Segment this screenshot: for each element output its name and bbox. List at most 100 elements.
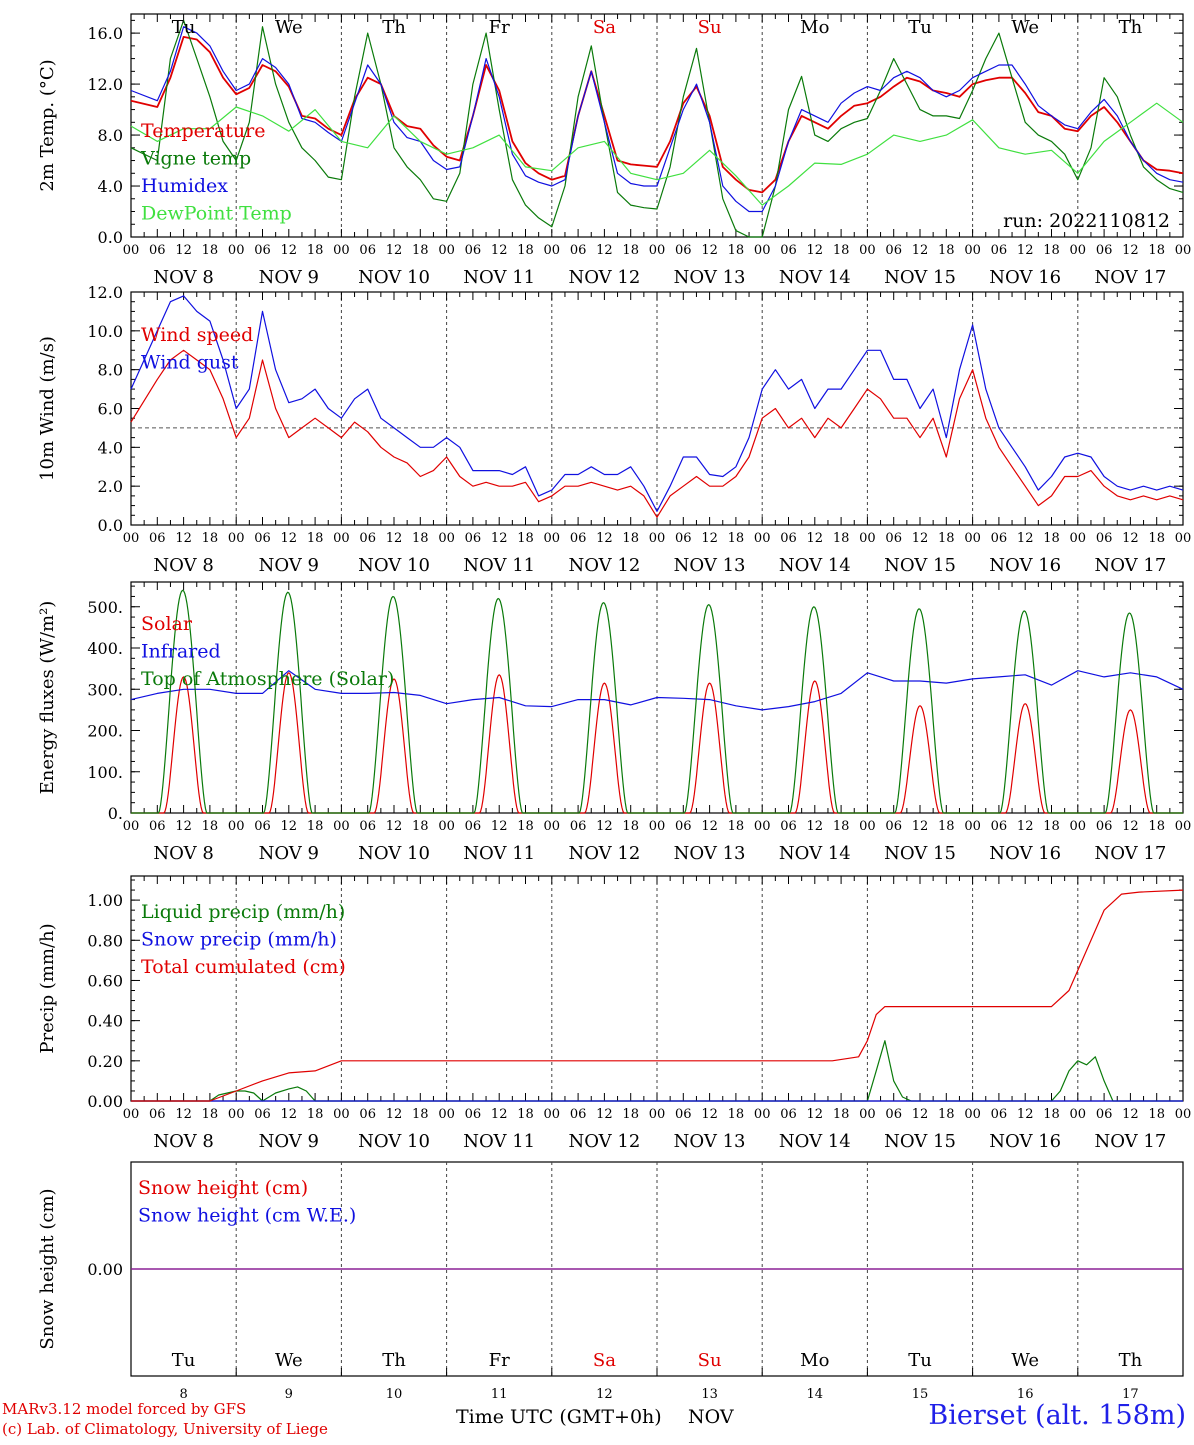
- hour-label: 12: [281, 819, 298, 834]
- hour-label: 12: [491, 531, 508, 546]
- run-annotation: run: 2022110812: [1003, 210, 1170, 232]
- hour-label: 12: [912, 819, 929, 834]
- footer-model: MARv3.12 model forced by GFS: [2, 1400, 247, 1418]
- date-label: NOV 14: [779, 267, 851, 288]
- hour-label: 00: [438, 243, 455, 258]
- hour-label: 18: [517, 819, 534, 834]
- date-label: NOV 8: [153, 843, 213, 864]
- hour-label: 12: [1017, 1107, 1034, 1122]
- series-line-humidex: [130, 26, 1184, 213]
- hour-label: 12: [701, 243, 718, 258]
- date-label: NOV 8: [153, 267, 213, 288]
- hour-label: 06: [570, 1107, 587, 1122]
- weekday-label: We: [1011, 17, 1039, 38]
- hour-label: 12: [491, 819, 508, 834]
- date-label: NOV 8: [153, 555, 213, 576]
- y-tick-label: 200.: [87, 722, 123, 741]
- chart-panel-1: 2m Temp. (°C): [37, 13, 1184, 238]
- hour-label: 12: [175, 531, 192, 546]
- hour-label: 18: [833, 243, 850, 258]
- hour-label: 06: [254, 243, 271, 258]
- weekday-label: Tu: [172, 1350, 196, 1371]
- hour-label: 12: [175, 243, 192, 258]
- hour-label: 00: [649, 243, 666, 258]
- date-label: NOV 14: [779, 843, 851, 864]
- hour-label: 00: [649, 819, 666, 834]
- y-axis-title: Precip (mm/h): [37, 923, 58, 1053]
- hour-label: 06: [780, 1107, 797, 1122]
- hour-label: 18: [938, 819, 955, 834]
- date-label: NOV 15: [884, 555, 956, 576]
- day-number-label: 13: [701, 1387, 718, 1402]
- hour-label: 18: [1148, 1107, 1165, 1122]
- hour-label: 12: [596, 531, 613, 546]
- hour-label: 18: [938, 1107, 955, 1122]
- y-tick-label: 6.0: [98, 400, 123, 419]
- date-label: NOV 16: [989, 1131, 1061, 1152]
- hour-label: 18: [307, 819, 324, 834]
- date-label: NOV 12: [568, 1131, 640, 1152]
- hour-label: 06: [465, 1107, 482, 1122]
- hour-label: 12: [807, 243, 824, 258]
- y-tick-label: 8.0: [98, 361, 123, 380]
- hour-label: 00: [228, 819, 245, 834]
- y-tick-label: 0.0: [98, 516, 123, 535]
- legend-entry: DewPoint Temp: [141, 203, 292, 225]
- hour-label: 18: [728, 243, 745, 258]
- y-tick-label: 0.00: [87, 1092, 123, 1111]
- hour-label: 06: [675, 243, 692, 258]
- hour-label: 00: [544, 531, 561, 546]
- date-label: NOV 8: [153, 1131, 213, 1152]
- day-number-label: 9: [285, 1387, 293, 1402]
- hour-label: 18: [1148, 243, 1165, 258]
- legend-entry: Total cumulated (cm): [141, 956, 346, 978]
- hour-label: 06: [885, 531, 902, 546]
- date-label: NOV 15: [884, 267, 956, 288]
- hour-label: 18: [1043, 531, 1060, 546]
- hour-label: 06: [991, 531, 1008, 546]
- hour-label: 18: [622, 819, 639, 834]
- y-tick-label: 0.0: [98, 228, 123, 247]
- y-tick-label: 12.0: [87, 75, 123, 94]
- y-tick-label: 0.20: [87, 1052, 123, 1071]
- hour-label: 12: [1017, 243, 1034, 258]
- hour-label: 18: [833, 1107, 850, 1122]
- date-label: NOV 11: [463, 843, 535, 864]
- hour-label: 18: [307, 1107, 324, 1122]
- hour-label: 18: [517, 1107, 534, 1122]
- series-line-infrared: [130, 670, 1184, 711]
- x-axis-month: NOV: [688, 1406, 734, 1428]
- hour-label: 12: [386, 819, 403, 834]
- day-number-label: 11: [491, 1387, 508, 1402]
- hour-label: 18: [202, 1107, 219, 1122]
- hour-label: 00: [859, 531, 876, 546]
- hour-label: 12: [596, 243, 613, 258]
- footer-credit: (c) Lab. of Climatology, University of L…: [2, 1420, 328, 1438]
- hour-label: 12: [1122, 1107, 1139, 1122]
- hour-label: 12: [386, 243, 403, 258]
- date-label: NOV 13: [674, 1131, 746, 1152]
- legend-entry: Top of Atmosphere (Solar): [141, 668, 394, 690]
- hour-label: 06: [675, 819, 692, 834]
- hour-label: 06: [465, 819, 482, 834]
- y-tick-label: 8.0: [98, 126, 123, 145]
- y-axis-title: 2m Temp. (°C): [37, 59, 58, 191]
- chart-panel-2: 10m Wind (m/s): [37, 291, 1184, 526]
- hour-label: 12: [596, 1107, 613, 1122]
- hour-label: 00: [544, 243, 561, 258]
- hour-label: 18: [412, 531, 429, 546]
- series-line-temperature: [130, 36, 1184, 194]
- hour-label: 00: [1175, 1107, 1192, 1122]
- weekday-label: Mo: [800, 1350, 829, 1371]
- y-tick-label: 10.0: [87, 322, 123, 341]
- y-axis-title: Snow height (cm): [37, 1188, 58, 1349]
- y-tick-label: 500.: [87, 598, 123, 617]
- hour-label: 06: [359, 819, 376, 834]
- y-tick-label: 16.0: [87, 24, 123, 43]
- day-number-label: 16: [1017, 1387, 1034, 1402]
- hour-label: 00: [859, 1107, 876, 1122]
- hour-label: 00: [438, 1107, 455, 1122]
- hour-label: 06: [1096, 819, 1113, 834]
- hour-label: 12: [281, 243, 298, 258]
- hour-label: 06: [570, 243, 587, 258]
